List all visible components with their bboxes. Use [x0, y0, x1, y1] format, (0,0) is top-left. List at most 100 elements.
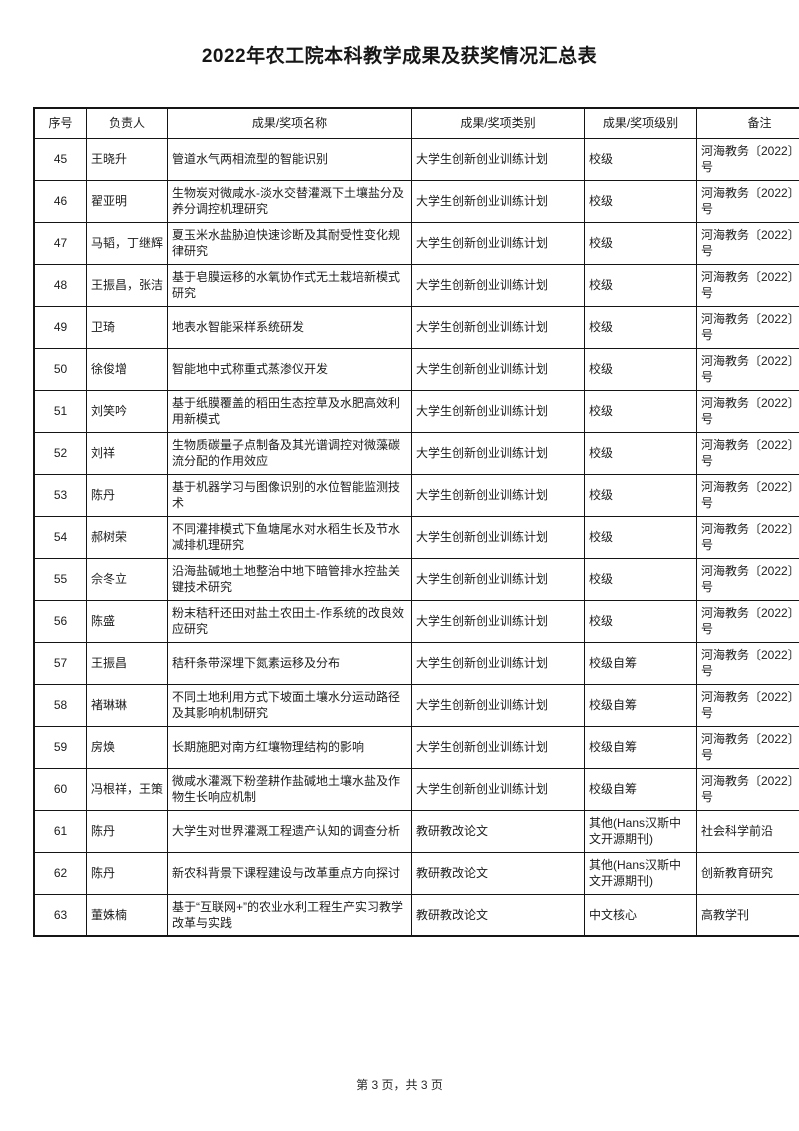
table-cell: 大学生创新创业训练计划 [411, 431, 585, 475]
table-head: 序号 负责人 成果/奖项名称 成果/奖项类别 成果/奖项级别 备注 [33, 107, 799, 139]
table-row: 54 郝树荣 不同灌排模式下鱼塘尾水对水稻生长及节水减排机理研究 大学生创新创业训练计… [33, 515, 799, 559]
table-cell: 河海教务〔2022〕78号 [696, 305, 799, 349]
table-cell: 新农科背景下课程建设与改革重点方向探讨 [167, 851, 412, 895]
table-cell: 校级 [584, 515, 697, 559]
table-cell: 校级 [584, 557, 697, 601]
table-cell: 56 [33, 599, 87, 643]
table-row: 53 陈丹 基于机器学习与图像识别的水位智能监测技术 大学生创新创业训练计划 校级 河海教… [33, 473, 799, 517]
table-cell: 55 [33, 557, 87, 601]
table-cell: 基于机器学习与图像识别的水位智能监测技术 [167, 473, 412, 517]
table-cell: 校级自筹 [584, 641, 697, 685]
table-cell: 刘笑吟 [86, 389, 168, 433]
table-cell: 地表水智能采样系统研发 [167, 305, 412, 349]
table-cell: 校级自筹 [584, 767, 697, 811]
table-row: 50 徐俊增 智能地中式称重式蒸渗仪开发 大学生创新创业训练计划 校级 河海教务〔2022… [33, 347, 799, 391]
table-cell: 大学生创新创业训练计划 [411, 179, 585, 223]
achievements-summary-table: 序号 负责人 成果/奖项名称 成果/奖项类别 成果/奖项级别 备注 45 王晓升 管道水气两相… [33, 107, 799, 937]
table-cell: 卫琦 [86, 305, 168, 349]
table-cell: 陈丹 [86, 473, 168, 517]
table-cell: 校级 [584, 263, 697, 307]
table-cell: 河海教务〔2022〕78号 [696, 725, 799, 769]
table-cell: 冯根祥，王策 [86, 767, 168, 811]
table-row: 63 董姝楠 基于“互联网+”的农业水利工程生产实习教学改革与实践 教研教改论文 中文核… [33, 893, 799, 937]
table-cell: 大学生创新创业训练计划 [411, 347, 585, 391]
table-cell: 河海教务〔2022〕78号 [696, 683, 799, 727]
table-row: 46 翟亚明 生物炭对微咸水-淡水交替灌溉下土壤盐分及养分调控机理研究 大学生创新创业… [33, 179, 799, 223]
table-cell: 基于纸膜覆盖的稻田生态控草及水肥高效利用新模式 [167, 389, 412, 433]
table-cell: 57 [33, 641, 87, 685]
table-cell: 校级 [584, 389, 697, 433]
table-row: 51 刘笑吟 基于纸膜覆盖的稻田生态控草及水肥高效利用新模式 大学生创新创业训练计划校… [33, 389, 799, 433]
column-header: 成果/奖项名称 [167, 107, 412, 139]
table-cell: 60 [33, 767, 87, 811]
table-cell: 校级 [584, 347, 697, 391]
table-cell: 校级 [584, 137, 697, 181]
table-cell: 54 [33, 515, 87, 559]
table-cell: 大学生创新创业训练计划 [411, 641, 585, 685]
table-cell: 微咸水灌溉下粉垄耕作盐碱地土壤水盐及作物生长响应机制 [167, 767, 412, 811]
table-cell: 沿海盐碱地土地整治中地下暗管排水控盐关键技术研究 [167, 557, 412, 601]
table-row: 52 刘祥 生物质碳量子点制备及其光谱调控对微藻碳流分配的作用效应 大学生创新创业训练… [33, 431, 799, 475]
table-cell: 河海教务〔2022〕78号 [696, 221, 799, 265]
table-row: 58 褚琳琳 不同土地利用方式下坡面土壤水分运动路径及其影响机制研究 大学生创新创业训… [33, 683, 799, 727]
table-row: 47 马韬，丁继辉 夏玉米水盐胁迫快速诊断及其耐受性变化规律研究 大学生创新创业训练计… [33, 221, 799, 265]
table-cell: 大学生创新创业训练计划 [411, 557, 585, 601]
page-title: 2022年农工院本科教学成果及获奖情况汇总表 [201, 46, 598, 67]
table-row: 48 王振昌，张洁 基于皂膜运移的水氧协作式无土栽培新模式研究 大学生创新创业训练计划… [33, 263, 799, 307]
table-cell: 大学生创新创业训练计划 [411, 389, 585, 433]
table-cell: 61 [33, 809, 87, 853]
page-number-footer: 第 3 页，共 3 页 [356, 1078, 443, 1092]
table-cell: 翟亚明 [86, 179, 168, 223]
table-cell: 大学生创新创业训练计划 [411, 305, 585, 349]
table-cell: 中文核心 [584, 893, 697, 937]
table-row: 59 房焕 长期施肥对南方红壤物理结构的影响 大学生创新创业训练计划 校级自筹 河海教务〔… [33, 725, 799, 769]
table-cell: 大学生创新创业训练计划 [411, 599, 585, 643]
table-cell: 校级自筹 [584, 683, 697, 727]
table-cell: 48 [33, 263, 87, 307]
table-cell: 大学生创新创业训练计划 [411, 515, 585, 559]
table-cell: 46 [33, 179, 87, 223]
table-cell: 不同灌排模式下鱼塘尾水对水稻生长及节水减排机理研究 [167, 515, 412, 559]
header-row: 序号 负责人 成果/奖项名称 成果/奖项类别 成果/奖项级别 备注 [33, 107, 799, 139]
table-row: 55 佘冬立 沿海盐碱地土地整治中地下暗管排水控盐关键技术研究 大学生创新创业训练计划… [33, 557, 799, 601]
table-cell: 基于“互联网+”的农业水利工程生产实习教学改革与实践 [167, 893, 412, 937]
table-cell: 49 [33, 305, 87, 349]
table-cell: 58 [33, 683, 87, 727]
table-cell: 佘冬立 [86, 557, 168, 601]
table-cell: 教研教改论文 [411, 809, 585, 853]
table-cell: 高教学刊 [696, 893, 799, 937]
table-cell: 王晓升 [86, 137, 168, 181]
table-cell: 45 [33, 137, 87, 181]
table-cell: 王振昌，张洁 [86, 263, 168, 307]
table-cell: 不同土地利用方式下坡面土壤水分运动路径及其影响机制研究 [167, 683, 412, 727]
table-cell: 校级 [584, 305, 697, 349]
table-cell: 河海教务〔2022〕78号 [696, 179, 799, 223]
table-cell: 校级自筹 [584, 725, 697, 769]
table-cell: 教研教改论文 [411, 851, 585, 895]
table-row: 60 冯根祥，王策 微咸水灌溉下粉垄耕作盐碱地土壤水盐及作物生长响应机制 大学生创新创… [33, 767, 799, 811]
table-cell: 校级 [584, 431, 697, 475]
table-cell: 大学生创新创业训练计划 [411, 725, 585, 769]
column-header: 序号 [33, 107, 87, 139]
table-cell: 河海教务〔2022〕78号 [696, 557, 799, 601]
table-cell: 郝树荣 [86, 515, 168, 559]
table-cell: 河海教务〔2022〕78号 [696, 767, 799, 811]
column-header: 备注 [696, 107, 799, 139]
table-cell: 河海教务〔2022〕78号 [696, 431, 799, 475]
table-cell: 陈盛 [86, 599, 168, 643]
table-cell: 大学生创新创业训练计划 [411, 263, 585, 307]
table-cell: 校级 [584, 473, 697, 517]
table-cell: 校级 [584, 221, 697, 265]
table-cell: 50 [33, 347, 87, 391]
table-cell: 董姝楠 [86, 893, 168, 937]
table-cell: 管道水气两相流型的智能识别 [167, 137, 412, 181]
table-row: 49卫琦地表水智能采样系统研发大学生创新创业训练计划校级河海教务〔2022〕78… [33, 305, 799, 349]
table-cell: 教研教改论文 [411, 893, 585, 937]
table-cell: 刘祥 [86, 431, 168, 475]
table-row: 61 陈丹 大学生对世界灌溉工程遗产认知的调查分析 教研教改论文 其他(Hans汉斯中文… [33, 809, 799, 853]
table-body: 45 王晓升 管道水气两相流型的智能识别 大学生创新创业训练计划 校级 河海教务〔2022… [33, 137, 799, 937]
table-cell: 河海教务〔2022〕78号 [696, 263, 799, 307]
table-cell: 社会科学前沿 [696, 809, 799, 853]
table-cell: 夏玉米水盐胁迫快速诊断及其耐受性变化规律研究 [167, 221, 412, 265]
